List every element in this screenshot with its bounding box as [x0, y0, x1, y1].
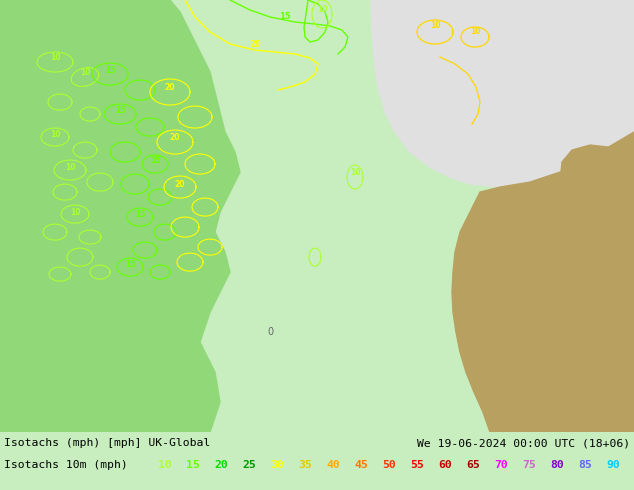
Text: 10: 10 — [65, 163, 75, 172]
Polygon shape — [0, 0, 170, 342]
Text: 0: 0 — [267, 327, 273, 337]
Text: 20: 20 — [175, 179, 185, 189]
Text: 10: 10 — [158, 460, 172, 470]
Text: 45: 45 — [354, 460, 368, 470]
Text: 10: 10 — [430, 21, 440, 30]
Text: 10: 10 — [49, 129, 60, 139]
Text: 15: 15 — [135, 210, 145, 219]
Text: 10: 10 — [70, 208, 81, 217]
Text: We 19-06-2024 00:00 UTC (18+06): We 19-06-2024 00:00 UTC (18+06) — [417, 438, 630, 448]
Text: 20: 20 — [170, 133, 180, 142]
Text: 15: 15 — [105, 66, 115, 74]
Text: Isotachs (mph) [mph] UK-Global: Isotachs (mph) [mph] UK-Global — [4, 438, 210, 448]
Polygon shape — [560, 145, 618, 187]
Text: 10: 10 — [470, 27, 480, 36]
Text: 85: 85 — [578, 460, 592, 470]
Text: 15: 15 — [186, 460, 200, 470]
Text: 65: 65 — [466, 460, 480, 470]
Text: 10: 10 — [317, 5, 327, 14]
Text: 75: 75 — [522, 460, 536, 470]
Text: 80: 80 — [550, 460, 564, 470]
Text: 50: 50 — [382, 460, 396, 470]
Text: 15: 15 — [125, 260, 135, 269]
Polygon shape — [452, 132, 634, 432]
Text: 15: 15 — [115, 105, 125, 115]
Text: 60: 60 — [438, 460, 452, 470]
Polygon shape — [370, 0, 634, 187]
Text: 30: 30 — [270, 460, 284, 470]
Text: 70: 70 — [494, 460, 508, 470]
Text: 10: 10 — [49, 52, 60, 62]
Text: 25: 25 — [242, 460, 256, 470]
Text: 10: 10 — [80, 68, 90, 76]
Text: 15: 15 — [150, 155, 160, 165]
Text: 40: 40 — [326, 460, 340, 470]
Text: 15: 15 — [279, 12, 291, 21]
Text: 20: 20 — [214, 460, 228, 470]
Text: 90: 90 — [606, 460, 620, 470]
Text: 20: 20 — [165, 82, 175, 92]
Polygon shape — [0, 0, 240, 432]
Text: 20: 20 — [249, 40, 261, 49]
Text: Isotachs 10m (mph): Isotachs 10m (mph) — [4, 460, 127, 470]
Text: 55: 55 — [410, 460, 424, 470]
Text: 35: 35 — [298, 460, 312, 470]
Polygon shape — [540, 212, 625, 267]
Text: 10: 10 — [350, 168, 360, 177]
